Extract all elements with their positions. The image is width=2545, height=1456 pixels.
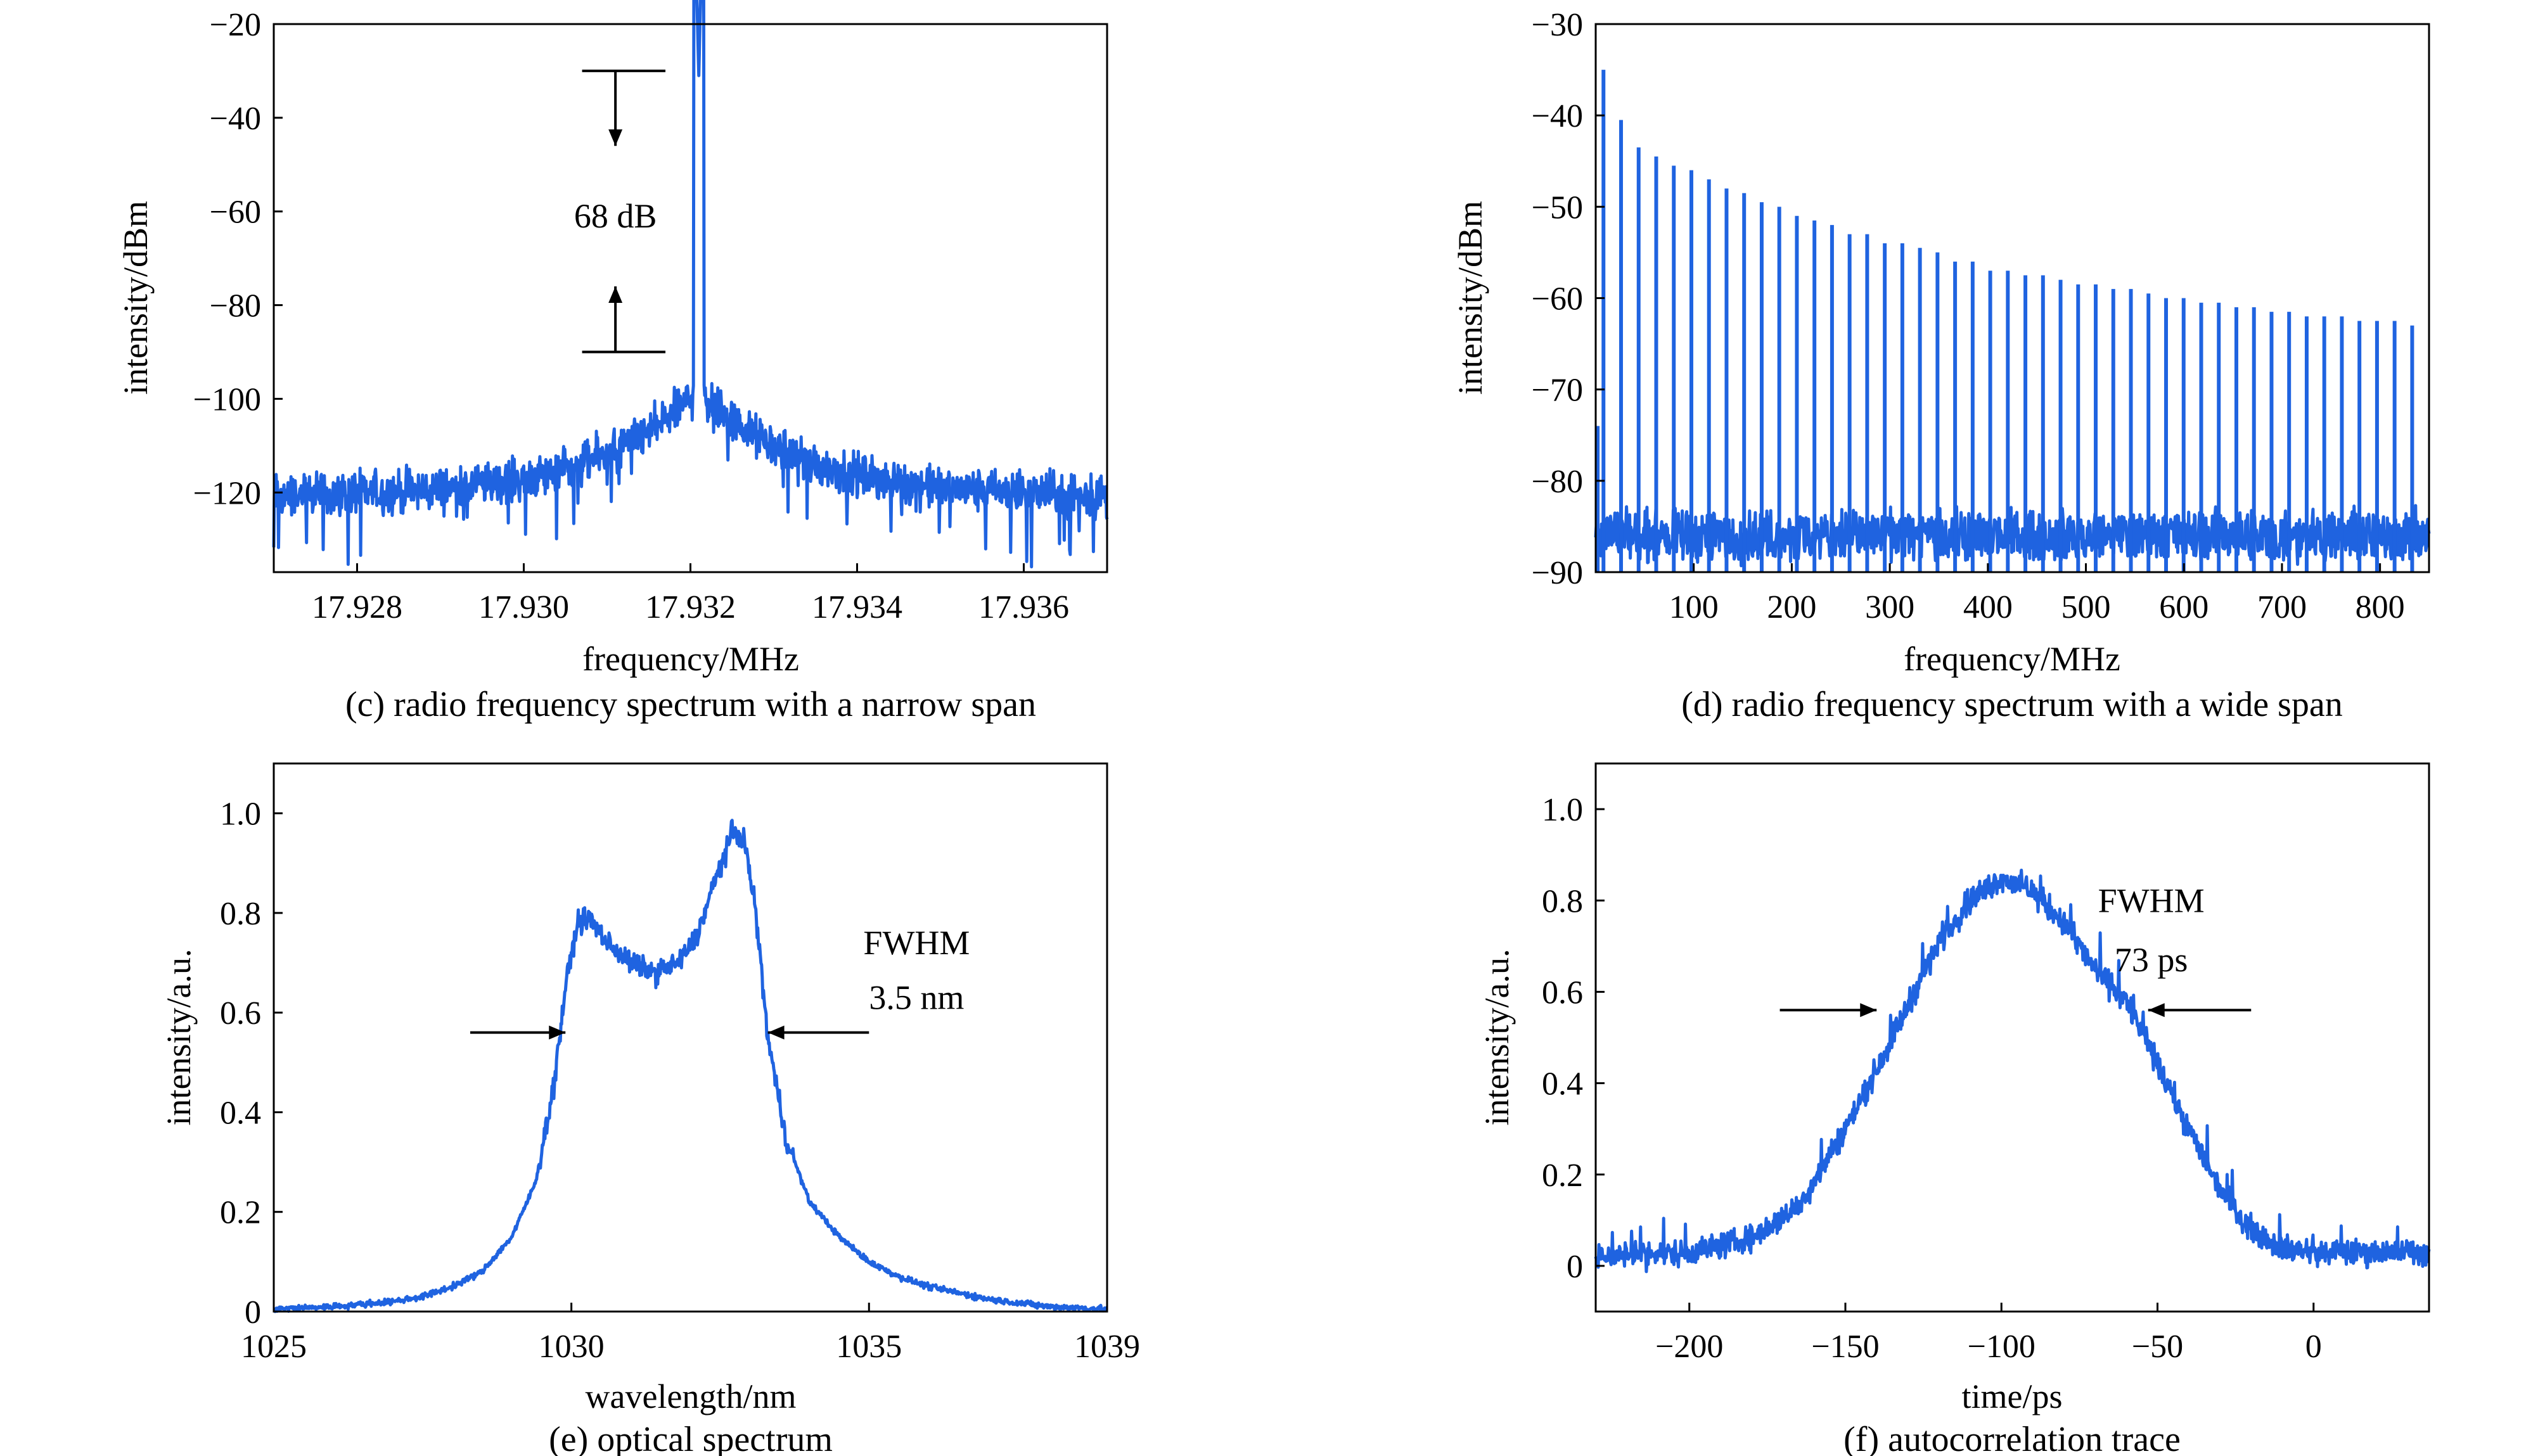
panel-e-caption: (e) optical spectrum: [549, 1420, 833, 1456]
y-tick-label: −30: [1532, 7, 1583, 43]
panel-e-x-axis-label: wavelength/nm: [586, 1377, 797, 1415]
panel-d-wide-span-rf-spectrum: 100 200 300 400 500 600 700 800 −30 −40 −50 −60 −70…: [1451, 7, 2431, 724]
panel-f-x-ticks: −200 −150 −100 −50 0: [1655, 1303, 2322, 1365]
panel-f-autocorrelation-line: [1594, 869, 2431, 1274]
x-tick-label: −150: [1811, 1329, 1879, 1365]
panel-c-trace: [272, 0, 1109, 569]
y-tick-label: −70: [1532, 373, 1583, 409]
fwhm-arrow-head: [1860, 1003, 1877, 1018]
up-arrow-head: [608, 286, 623, 303]
panel-d-axes-frame: [1594, 23, 2430, 573]
panel-c-caption: (c) radio frequency spectrum with a narr…: [345, 685, 1036, 724]
panel-c-annotations: 68 dB: [574, 69, 666, 354]
x-tick-label: 1025: [241, 1329, 307, 1365]
x-tick-label: 300: [1865, 589, 1914, 625]
y-tick-label: −20: [210, 7, 261, 43]
y-tick-label: −40: [210, 101, 261, 137]
x-tick-label: 1030: [539, 1329, 605, 1365]
y-tick-label: 1.0: [1542, 792, 1583, 828]
x-tick-label: 17.932: [645, 589, 736, 625]
y-tick-label: −100: [193, 381, 261, 418]
x-tick-label: 400: [1963, 589, 2013, 625]
y-tick-label: −60: [1532, 281, 1583, 317]
panel-c-68db-label: 68 dB: [574, 197, 657, 235]
panel-e-x-ticks: 1025 1030 1035 1039: [241, 1303, 1140, 1365]
y-tick-label: −40: [1532, 98, 1583, 134]
panel-f-fwhm-label: FWHM: [2098, 881, 2205, 919]
panel-f-trace: [1594, 869, 2431, 1274]
x-tick-label: 100: [1669, 589, 1719, 625]
down-arrow-head: [608, 129, 623, 146]
panel-e-fwhm-label: FWHM: [863, 924, 970, 962]
panel-c-narrow-span-rf-spectrum: 17.928 17.930 17.932 17.934 17.936 −20 −40 −60…: [117, 0, 1109, 724]
panel-e-annotations: FWHM 3.5 nm: [470, 924, 970, 1040]
panel-d-x-axis-label: frequency/MHz: [1904, 640, 2120, 678]
y-tick-label: 1.0: [220, 796, 261, 833]
panel-c-y-axis-label: intensity/dBm: [117, 201, 155, 395]
panel-f-axes-frame: [1594, 762, 2430, 1313]
x-tick-label: 1035: [836, 1329, 902, 1365]
y-tick-label: 0.8: [1542, 883, 1583, 919]
x-tick-label: 17.934: [812, 589, 902, 625]
fwhm-arrow-head: [549, 1025, 566, 1040]
panel-d-x-ticks: 100 200 300 400 500 600 700 800: [1669, 563, 2405, 625]
x-tick-label: 17.936: [978, 589, 1069, 625]
y-tick-label: 0.2: [1542, 1158, 1583, 1194]
y-tick-label: 0: [1567, 1249, 1583, 1285]
panel-e-axes-frame: [272, 762, 1108, 1313]
y-tick-label: 0.6: [1542, 974, 1583, 1011]
panel-e-fwhm-label: 3.5 nm: [869, 979, 964, 1017]
panel-f-annotations: FWHM 73 ps: [1779, 881, 2252, 1018]
y-tick-label: 0.2: [220, 1195, 261, 1231]
panel-f-y-axis-label: intensity/a.u.: [1478, 949, 1516, 1126]
x-tick-label: 0: [2305, 1329, 2322, 1365]
panel-e-spectrum-line: [272, 819, 1108, 1313]
panel-c-spectrum-line: [272, 0, 1109, 569]
panel-d-y-axis-label: intensity/dBm: [1451, 201, 1489, 395]
panel-d-y-ticks: −30 −40 −50 −60 −70 −80 −90: [1532, 7, 1605, 591]
x-tick-label: 200: [1767, 589, 1816, 625]
panel-d-noise-floor: [1594, 504, 2431, 568]
panel-c-x-ticks: 17.928 17.930 17.932 17.934 17.936: [312, 563, 1069, 625]
x-tick-label: −200: [1655, 1329, 1723, 1365]
panel-f-caption: (f) autocorrelation trace: [1843, 1420, 2181, 1456]
y-tick-label: 0: [245, 1294, 261, 1331]
panel-e-y-axis-label: intensity/a.u.: [160, 949, 198, 1126]
x-tick-label: −100: [1968, 1329, 2035, 1365]
panel-d-caption: (d) radio frequency spectrum with a wide…: [1681, 685, 2342, 724]
y-tick-label: 0.4: [220, 1095, 261, 1131]
fwhm-arrow-head: [2148, 1003, 2165, 1018]
x-tick-label: 700: [2257, 589, 2307, 625]
x-tick-label: 17.928: [312, 589, 402, 625]
panel-f-fwhm-label: 73 ps: [2115, 941, 2188, 979]
x-tick-label: 600: [2159, 589, 2208, 625]
panel-d-trace: [1594, 70, 2431, 572]
panel-f-x-axis-label: time/ps: [1962, 1377, 2063, 1415]
y-tick-label: −80: [210, 288, 261, 324]
y-tick-label: 0.4: [1542, 1066, 1583, 1102]
x-tick-label: 800: [2356, 589, 2405, 625]
y-tick-label: 0.8: [220, 896, 261, 932]
x-tick-label: −50: [2132, 1329, 2183, 1365]
panel-c-y-ticks: −20 −40 −60 −80 −100 −120: [193, 7, 283, 511]
panel-e-trace: [272, 819, 1108, 1313]
panel-c-x-axis-label: frequency/MHz: [582, 640, 799, 678]
y-tick-label: −80: [1532, 464, 1583, 500]
panel-e-y-ticks: 0 0.2 0.4 0.6 0.8 1.0: [220, 796, 283, 1331]
fwhm-arrow-head: [767, 1025, 785, 1040]
x-tick-label: 17.930: [478, 589, 569, 625]
panel-f-y-ticks: 0 0.2 0.4 0.6 0.8 1.0: [1542, 792, 1605, 1285]
y-tick-label: −50: [1532, 189, 1583, 226]
y-tick-label: −120: [193, 475, 261, 511]
panel-e-optical-spectrum: 1025 1030 1035 1039 0 0.2 0.4 0.6 0.8 1.0 FWHM 3.…: [160, 762, 1140, 1456]
y-tick-label: −90: [1532, 555, 1583, 591]
y-tick-label: −60: [210, 195, 261, 231]
y-tick-label: 0.6: [220, 995, 261, 1031]
x-tick-label: 1039: [1074, 1329, 1140, 1365]
x-tick-label: 500: [2061, 589, 2111, 625]
panel-f-autocorrelation-trace: −200 −150 −100 −50 0 0 0.2 0.4 0.6 0.8 1.0 FWHM 73…: [1478, 762, 2431, 1456]
